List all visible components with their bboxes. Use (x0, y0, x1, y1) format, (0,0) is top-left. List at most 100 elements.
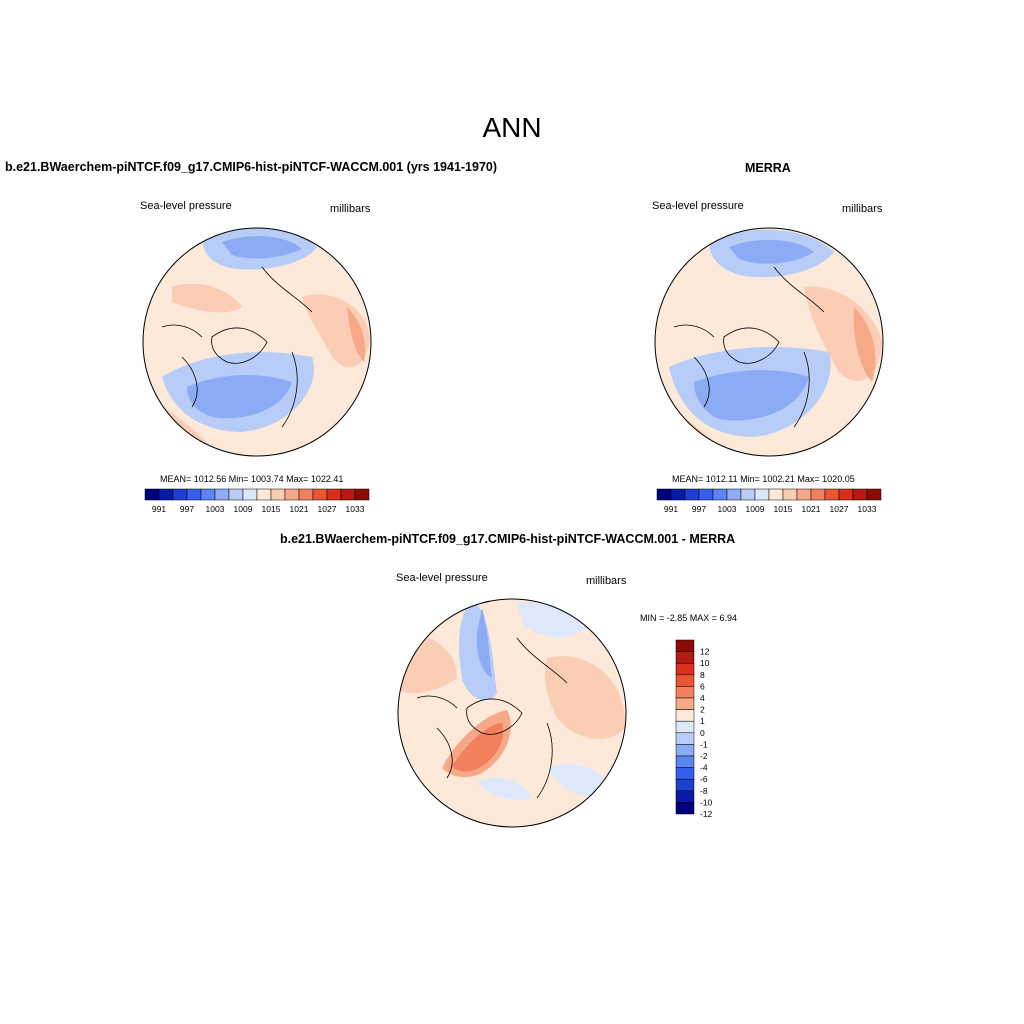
model-colorbar-box (340, 488, 356, 501)
model-colorbar-box (354, 488, 370, 501)
diff-minmax: MIN = -2.85 MAX = 6.94 (640, 613, 738, 623)
model-stats: MEAN= 1012.56 Min= 1003.74 Max= 1022.41 (160, 474, 344, 484)
diff-map-border (397, 598, 627, 828)
diff-colorbar-tick-label: 1 (700, 716, 705, 726)
diff-variable-label: Sea-level pressure (396, 572, 488, 584)
diff-colorbar-tick-label: -6 (700, 774, 708, 784)
model-colorbar-tick-label: 1015 (262, 504, 281, 514)
obs-high-atlantic-core (853, 307, 876, 382)
model-variable-label: Sea-level pressure (140, 200, 232, 212)
diff-colorbar-box (675, 790, 695, 803)
model-colorbar-box (158, 488, 174, 501)
diff-units-label: millibars (586, 575, 627, 587)
model-colorbar: 991 997 1003 1009 1015 1021 1027 1033 (144, 488, 370, 514)
diff-colorbar-tick-label: 12 (700, 647, 710, 657)
obs-colorbar-box (838, 488, 854, 501)
diff-colorbar-tick-label: 6 (700, 681, 705, 691)
diff-colorbar-box (675, 697, 695, 710)
diff-colorbar-box (675, 639, 695, 652)
diff-negative-iceland (477, 778, 532, 800)
obs-colorbar-tick-label: 997 (692, 504, 706, 514)
obs-colorbar-box (670, 488, 686, 501)
model-polar-map (142, 227, 372, 457)
model-colorbar-tick-label: 1027 (318, 504, 337, 514)
model-colorbar-box (228, 488, 244, 501)
obs-polar-map (654, 227, 884, 457)
obs-units-label: millibars (842, 203, 883, 215)
obs-map-border (654, 227, 884, 457)
diff-colorbar-box (675, 720, 695, 734)
obs-stats: MEAN= 1012.11 Min= 1002.21 Max= 1020.05 (672, 474, 855, 484)
diff-coastlines (416, 637, 568, 799)
model-colorbar-tick-label: 1009 (234, 504, 253, 514)
diff-colorbar-box (675, 802, 695, 815)
diff-colorbar-box (675, 744, 695, 757)
model-colorbar-box (256, 488, 272, 501)
obs-colorbar-box (684, 488, 700, 501)
diff-colorbar-box (675, 778, 695, 792)
model-colorbar-tick-label: 997 (180, 504, 194, 514)
model-colorbar-box (270, 488, 286, 501)
obs-colorbar-tick-label: 1033 (858, 504, 877, 514)
model-colorbar-box (172, 488, 188, 501)
diff-panel-title: b.e21.BWaerchem-piNTCF.f09_g17.CMIP6-his… (280, 532, 736, 546)
obs-colorbar-tick-label: 1009 (746, 504, 765, 514)
obs-panel-title: MERRA (745, 161, 791, 175)
diff-colorbar-box (675, 709, 695, 722)
model-colorbar-tick-label: 1021 (290, 504, 309, 514)
obs-low-pacific-core (729, 239, 814, 264)
main-title: ANN (482, 112, 542, 143)
diff-colorbar-tick-label: -8 (700, 786, 708, 796)
diff-colorbar-tick-label: 0 (700, 728, 705, 738)
diff-colorbar-box (675, 732, 695, 745)
obs-colorbar-box (712, 488, 728, 501)
obs-colorbar-box (726, 488, 742, 501)
obs-colorbar-tick-label: 1003 (718, 504, 737, 514)
diff-colorbar-tick-label: 10 (700, 658, 710, 668)
model-low-iceland-core (187, 375, 292, 419)
model-colorbar-box (242, 488, 258, 501)
obs-colorbar-box (866, 488, 882, 501)
diff-colorbar-box (675, 651, 695, 664)
obs-low-iceland-core (694, 370, 809, 421)
diff-colorbar-tick-label: 8 (700, 670, 705, 680)
model-colorbar-box (298, 488, 314, 501)
diff-colorbar-tick-label: -2 (700, 751, 708, 761)
diff-colorbar-tick-label: 4 (700, 693, 705, 703)
diff-positive-atlantic (545, 656, 626, 739)
obs-colorbar-tick-label: 991 (664, 504, 678, 514)
diff-negative-europe (547, 764, 612, 797)
model-map-border (142, 227, 372, 457)
model-colorbar-box (200, 488, 216, 501)
diff-positive-greenland-core (452, 723, 504, 772)
model-colorbar-box (284, 488, 300, 501)
obs-colorbar-box (656, 488, 672, 501)
diff-colorbar-box (675, 686, 695, 699)
obs-colorbar-tick-label: 1015 (774, 504, 793, 514)
model-high-atlantic (302, 294, 370, 368)
obs-colorbar-box (824, 488, 840, 501)
model-units-label: millibars (330, 203, 371, 215)
obs-colorbar-box (740, 488, 756, 501)
obs-colorbar-tick-label: 1027 (830, 504, 849, 514)
diff-colorbar-box (675, 662, 695, 676)
diff-colorbar-box (675, 674, 695, 687)
obs-coastlines (673, 266, 825, 428)
model-colorbar-tick-label: 1033 (346, 504, 365, 514)
diff-polar-map (397, 598, 627, 828)
model-low-pacific-core (222, 236, 302, 259)
obs-colorbar-box (768, 488, 784, 501)
model-colorbar-box (144, 488, 160, 501)
obs-colorbar-box (754, 488, 770, 501)
model-colorbar-box (214, 488, 230, 501)
obs-colorbar: 991 997 1003 1009 1015 1021 1027 1033 (656, 488, 882, 514)
diff-colorbar-box (675, 755, 695, 768)
obs-colorbar-box (698, 488, 714, 501)
model-high-siberia (172, 283, 242, 313)
obs-variable-label: Sea-level pressure (652, 200, 744, 212)
model-colorbar-box (312, 488, 328, 501)
model-colorbar-box (186, 488, 202, 501)
diff-colorbar-tick-label: 2 (700, 705, 705, 715)
model-colorbar-tick-label: 1003 (206, 504, 225, 514)
